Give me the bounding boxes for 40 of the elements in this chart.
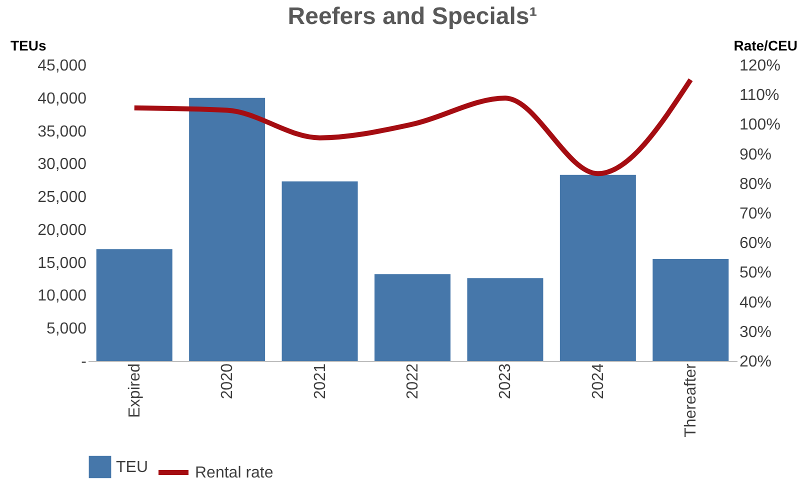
- y-tick-label: -: [81, 354, 86, 370]
- x-tick-label: 2020: [219, 363, 236, 400]
- y2-tick-label: 90%: [740, 146, 772, 164]
- bar: [467, 278, 544, 361]
- y2-tick-label: 110%: [740, 87, 780, 104]
- y2-tick-label: 70%: [740, 206, 772, 222]
- x-tick-label: 2024: [590, 363, 607, 400]
- y-tick-label: 25,000: [38, 189, 87, 206]
- bar: [652, 259, 729, 361]
- bar: [560, 174, 636, 361]
- y2-axis-title: Rate/CEU: [734, 38, 798, 54]
- y2-tick-label: 100%: [740, 116, 780, 134]
- y2-tick-label: 30%: [740, 324, 772, 341]
- legend-label: Rental rate: [195, 464, 274, 482]
- y2-tick-label: 60%: [740, 235, 772, 252]
- y2-tick-label: 20%: [740, 354, 772, 370]
- y-axis-title: TEUs: [10, 38, 46, 54]
- legend-label: TEU: [116, 459, 148, 476]
- y-tick-label: 30,000: [38, 156, 87, 174]
- y-tick-label: 10,000: [38, 288, 87, 305]
- y-tick-label: 5,000: [46, 320, 87, 338]
- y-tick-label: 15,000: [38, 254, 87, 272]
- y2-tick-label: 80%: [740, 176, 772, 193]
- y2-tick-label: 40%: [740, 294, 772, 312]
- x-tick-label: Thereafter: [682, 362, 700, 438]
- x-tick-label: Expired: [126, 364, 144, 418]
- bar: [189, 98, 266, 361]
- x-tick-label: 2021: [312, 363, 329, 400]
- bar: [96, 249, 172, 361]
- bar: [374, 274, 450, 361]
- y-tick-label: 35,000: [38, 123, 87, 140]
- y-tick-label: 40,000: [38, 90, 87, 108]
- y2-tick-label: 50%: [740, 264, 772, 282]
- chart-title: Reefers and Specials¹: [288, 3, 538, 30]
- x-tick-label: 2022: [404, 363, 422, 400]
- bar: [282, 181, 358, 361]
- y2-tick-label: 120%: [740, 58, 780, 74]
- x-tick-label: 2023: [497, 363, 514, 400]
- y-tick-label: 20,000: [38, 222, 87, 239]
- y-tick-label: 45,000: [38, 58, 87, 74]
